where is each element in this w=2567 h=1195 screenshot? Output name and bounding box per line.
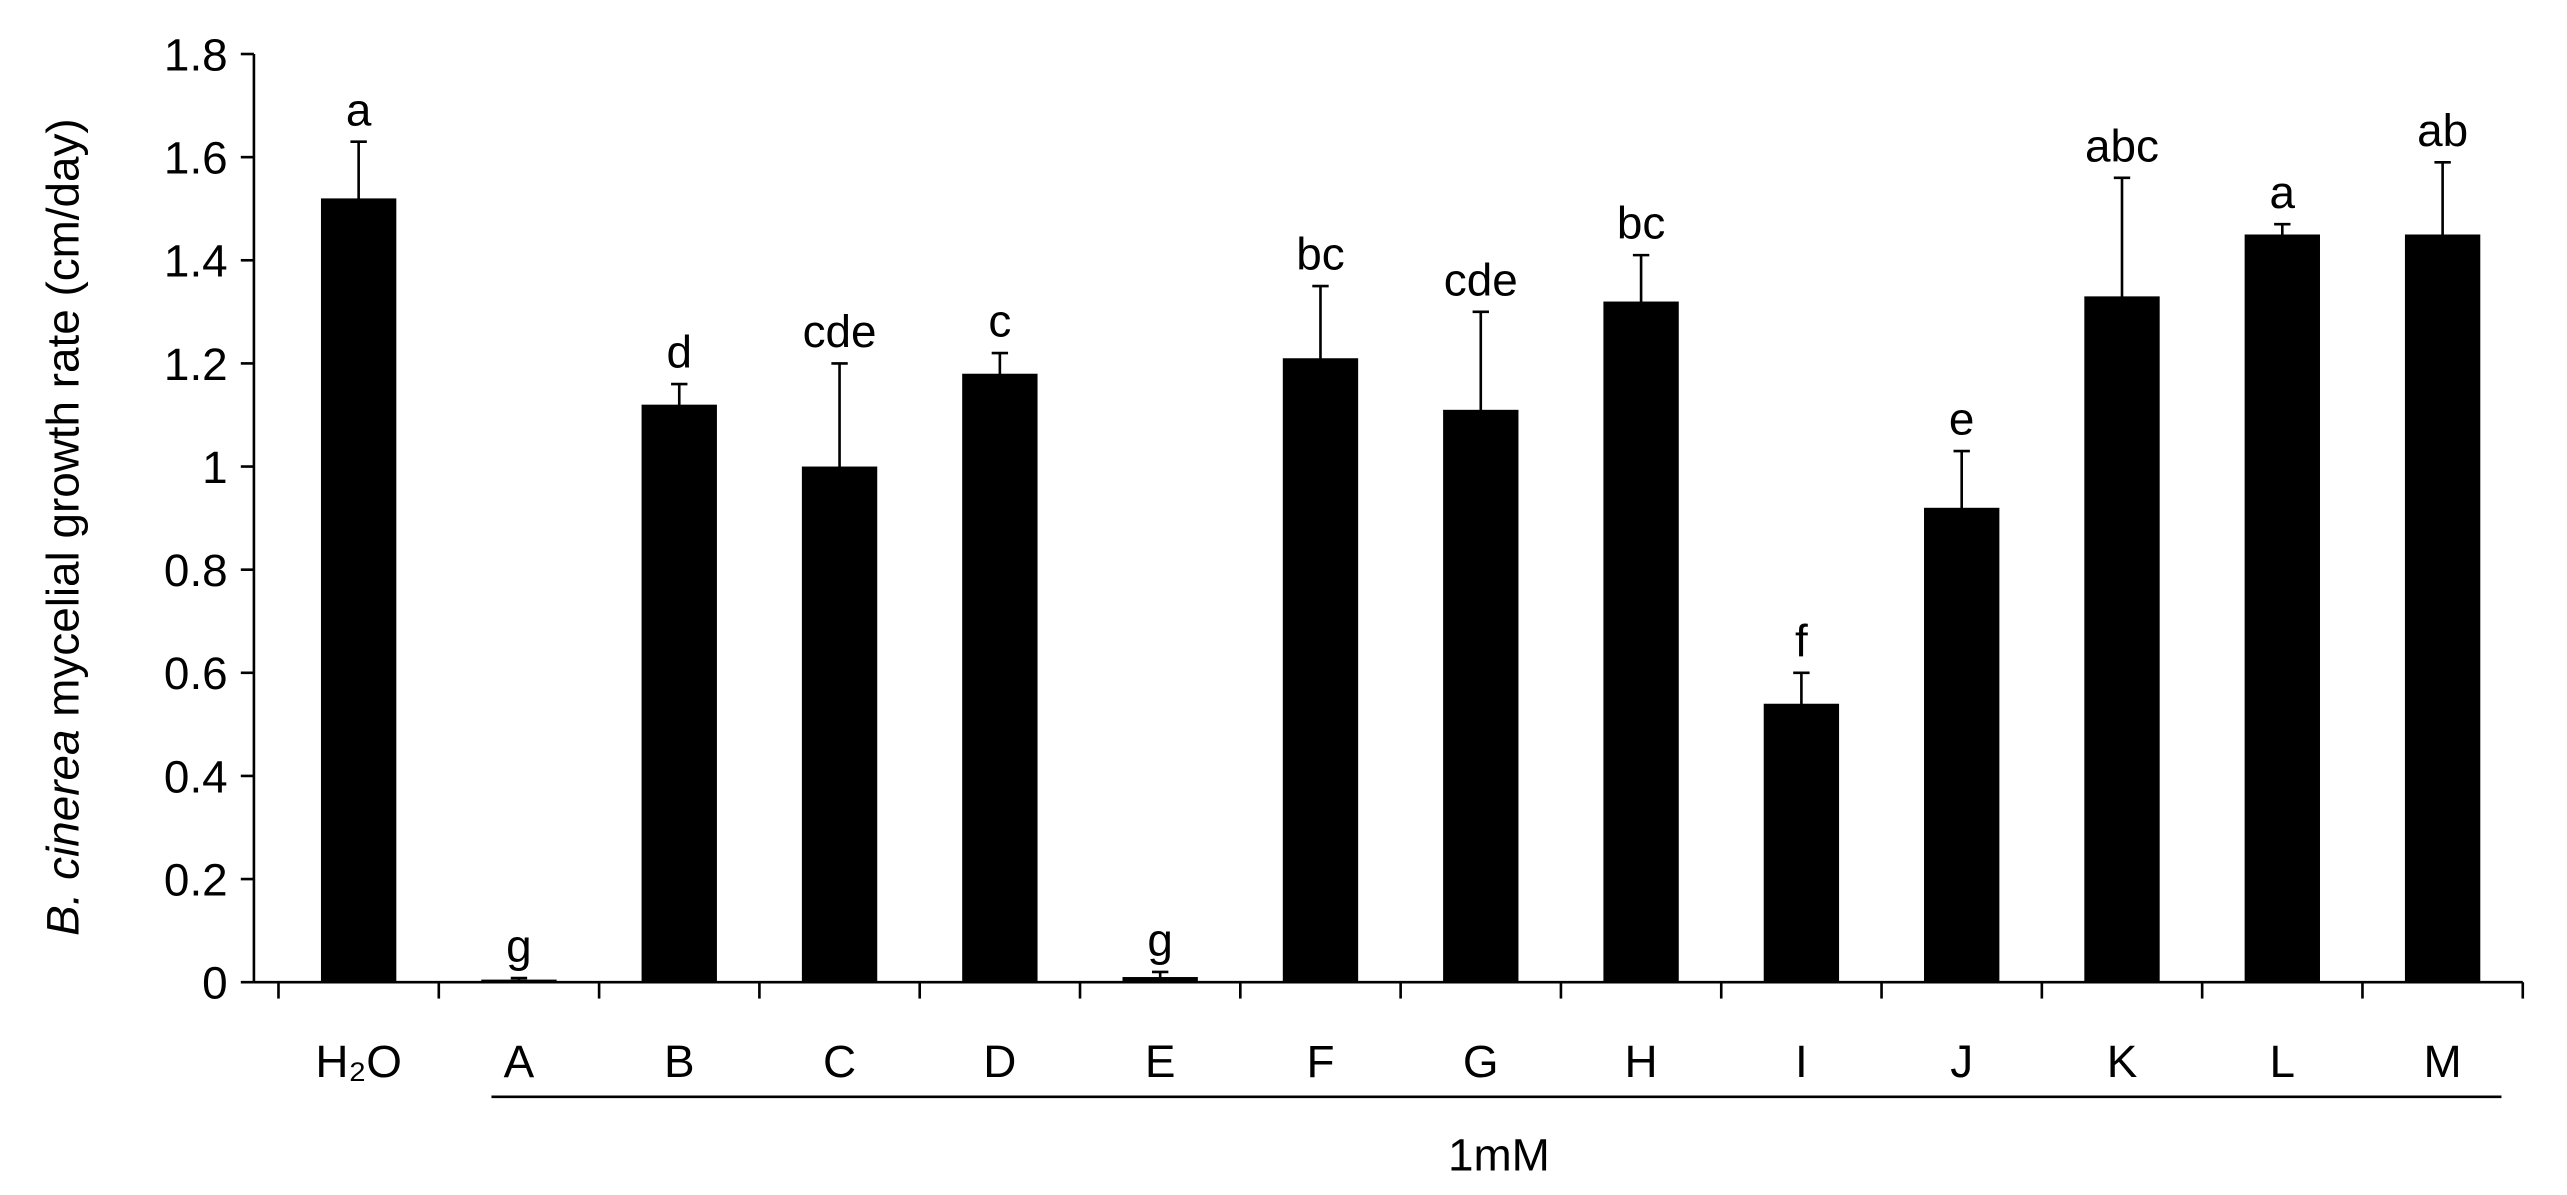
bar: [1924, 507, 2000, 983]
bar: [2404, 234, 2481, 983]
bar: [1603, 301, 1679, 983]
significance-letter: ab: [2417, 104, 2468, 156]
significance-letter: cde: [803, 305, 877, 357]
x-tick-label: A: [504, 1035, 535, 1087]
y-axis-title: B. cinerea mycelial growth rate (cm/day): [37, 118, 89, 936]
group-label: 1mM: [1448, 1128, 1550, 1180]
y-tick-label: 1.6: [164, 132, 228, 184]
x-tick-label: D: [983, 1035, 1016, 1087]
bar: [1282, 358, 1359, 983]
y-axis-title-rest: mycelial growth rate (cm/day): [37, 118, 89, 716]
x-tick-label: H₂O: [315, 1035, 402, 1087]
y-tick-label: 1: [202, 441, 228, 493]
x-tick-label: K: [2107, 1035, 2138, 1087]
bar: [2244, 234, 2320, 983]
significance-letter: g: [1147, 914, 1173, 966]
x-tick-label: B: [664, 1035, 695, 1087]
significance-letter: cde: [1444, 253, 1518, 305]
y-tick-label: 0.8: [164, 544, 228, 596]
x-tick-label: G: [1463, 1035, 1499, 1087]
significance-letter: d: [666, 326, 692, 378]
significance-letter: f: [1795, 614, 1808, 666]
significance-letter: e: [1949, 393, 1975, 445]
y-tick-label: 1.8: [164, 28, 228, 80]
y-tick-label: 0.4: [164, 750, 228, 802]
y-tick-label: 0.2: [164, 853, 228, 905]
y-axis-title-italic: B. cinerea: [37, 730, 89, 936]
significance-letter: bc: [1617, 197, 1665, 249]
x-tick-label: E: [1145, 1035, 1176, 1087]
y-tick-label: 0.6: [164, 647, 228, 699]
x-tick-label: H: [1625, 1035, 1658, 1087]
bar: [320, 198, 397, 983]
bar: [1763, 703, 1840, 983]
significance-letter: a: [2270, 166, 2296, 218]
y-tick-label: 0: [202, 957, 228, 1009]
x-tick-label: I: [1795, 1035, 1808, 1087]
x-tick-label: F: [1306, 1035, 1334, 1087]
x-tick-label: L: [2270, 1035, 2296, 1087]
significance-letter: c: [988, 295, 1011, 347]
significance-letter: a: [346, 83, 372, 135]
y-tick-label: 1.2: [164, 338, 228, 390]
bar: [641, 404, 717, 983]
x-tick-label: M: [2424, 1035, 2462, 1087]
significance-letter: abc: [2085, 119, 2159, 171]
significance-letter: g: [506, 920, 532, 972]
y-tick-label: 1.4: [164, 235, 228, 287]
significance-letter: bc: [1296, 228, 1344, 280]
x-tick-label: J: [1950, 1035, 1973, 1087]
x-tick-label: C: [823, 1035, 856, 1087]
bar: [962, 373, 1038, 983]
